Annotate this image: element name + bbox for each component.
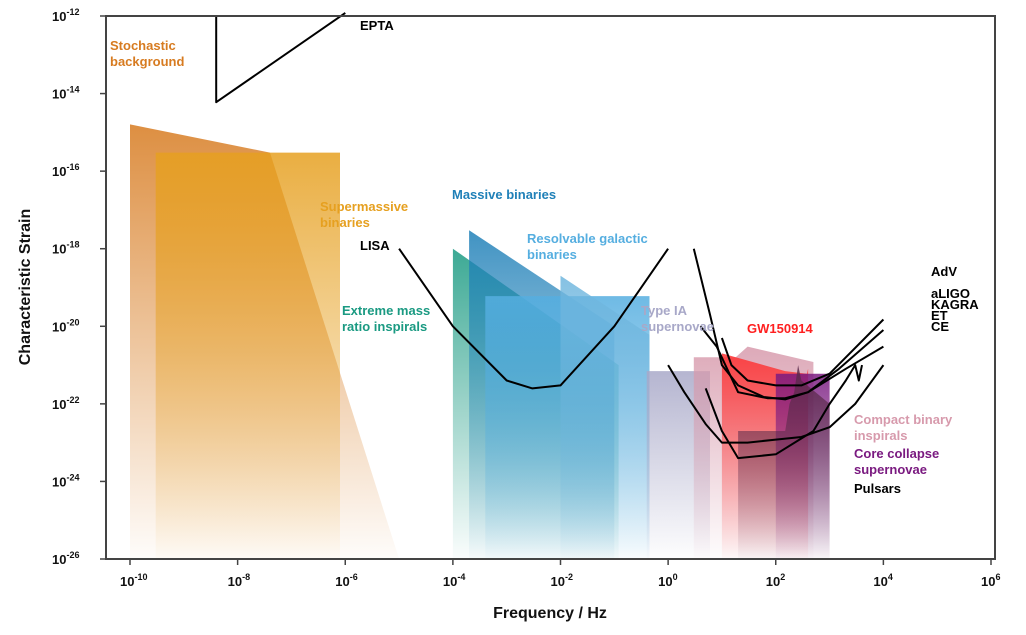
source-regions bbox=[130, 124, 830, 560]
x-tick-label: 106 bbox=[981, 572, 1000, 589]
label-epta: EPTA bbox=[360, 18, 394, 33]
label-inspirals: inspirals bbox=[854, 428, 907, 443]
label-binaries: binaries bbox=[320, 215, 370, 230]
x-tick-label: 100 bbox=[658, 572, 677, 589]
region-supermassive-binaries bbox=[155, 152, 340, 559]
curve-adv bbox=[720, 318, 885, 387]
y-tick-label: 10-16 bbox=[52, 162, 79, 179]
plot-frame bbox=[105, 15, 996, 560]
curve-ce bbox=[704, 364, 863, 460]
curve-epta bbox=[215, 12, 346, 104]
label-gw150914: GW150914 bbox=[747, 321, 814, 336]
label-core-collapse: Core collapse bbox=[854, 446, 939, 461]
label-ratio-inspirals: ratio inspirals bbox=[342, 319, 427, 334]
y-tick-label: 10-26 bbox=[52, 550, 79, 567]
y-tick-label: 10-18 bbox=[52, 240, 79, 257]
label-ce: CE bbox=[931, 319, 949, 334]
y-axis-label: Characteristic Strain bbox=[17, 209, 34, 366]
y-axis-ticks: 10-12 10-14 10-16 10-18 10-20 10-22 10-24 10-26 bbox=[52, 7, 106, 567]
y-tick-label: 10-22 bbox=[52, 395, 79, 412]
label-background: background bbox=[110, 54, 184, 69]
x-tick-label: 10-10 bbox=[120, 572, 147, 589]
label-massive-binaries: Massive binaries bbox=[452, 187, 556, 202]
label-supernovae: supernovae bbox=[641, 319, 714, 334]
annotations: EPTAStochasticbackgroundSupermassivebina… bbox=[110, 18, 979, 496]
label-compact-binary: Compact binary bbox=[854, 412, 953, 427]
label-extreme-mass: Extreme mass bbox=[342, 303, 430, 318]
curve-kagra bbox=[699, 325, 884, 400]
y-tick-label: 10-12 bbox=[52, 7, 79, 24]
label-supermassive: Supermassive bbox=[320, 199, 408, 214]
x-axis-label: Frequency / Hz bbox=[493, 605, 607, 622]
label-resolvable-galactic: Resolvable galactic bbox=[527, 231, 648, 246]
region-resolvable-galactic-binaries bbox=[560, 275, 650, 559]
label-stochastic: Stochastic bbox=[110, 38, 176, 53]
x-tick-label: 10-4 bbox=[443, 572, 465, 589]
y-tick-label: 10-20 bbox=[52, 317, 79, 334]
x-tick-label: 10-6 bbox=[335, 572, 357, 589]
region-compact-binary-inspirals bbox=[738, 365, 830, 559]
x-axis-ticks: 10-10 10-8 10-6 10-4 10-2 100 102 104 106 bbox=[120, 559, 1000, 589]
label-binaries: binaries bbox=[527, 247, 577, 262]
curve-lisa bbox=[398, 248, 669, 390]
x-tick-label: 102 bbox=[766, 572, 785, 589]
label-type-ia: Type IA bbox=[641, 303, 688, 318]
x-tick-label: 10-8 bbox=[228, 572, 250, 589]
label-lisa: LISA bbox=[360, 238, 390, 253]
label-pulsars: Pulsars bbox=[854, 481, 901, 496]
label-et: ET bbox=[931, 308, 948, 323]
label-aligo: aLIGO bbox=[931, 286, 970, 301]
x-tick-label: 10-2 bbox=[551, 572, 573, 589]
label-kagra: KAGRA bbox=[931, 297, 979, 312]
curve-et bbox=[667, 364, 885, 444]
detector-curves bbox=[215, 12, 885, 460]
y-tick-label: 10-14 bbox=[52, 85, 79, 102]
x-tick-label: 104 bbox=[873, 572, 892, 589]
label-adv: AdV bbox=[931, 264, 957, 279]
label-supernovae: supernovae bbox=[854, 462, 927, 477]
y-tick-label: 10-24 bbox=[52, 472, 79, 489]
